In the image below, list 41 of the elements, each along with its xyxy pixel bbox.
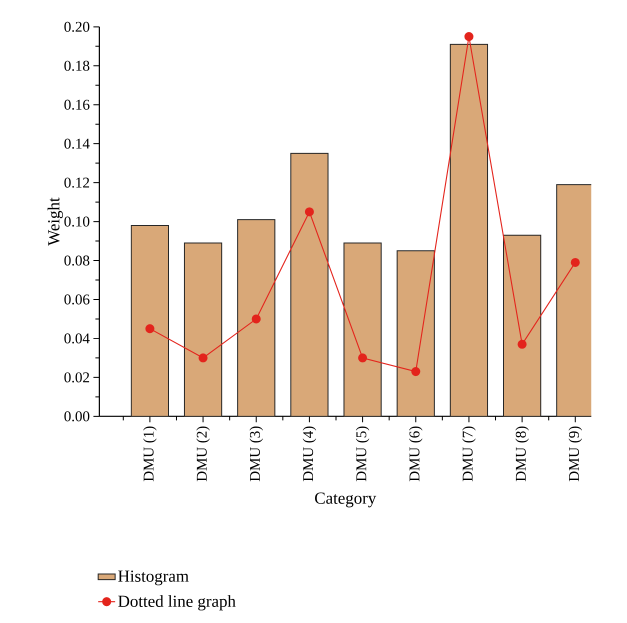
point [198, 353, 208, 362]
x-tick-label: DMU (7) [462, 426, 476, 482]
bar [184, 242, 222, 416]
x-tick-label: DMU (1) [143, 426, 157, 482]
point [464, 32, 474, 42]
legend-label: Dotted line graph [118, 595, 236, 610]
x-tick-label: DMU (6) [409, 426, 423, 482]
x-tick-label: DMU (4) [302, 426, 316, 482]
legend-label: Histogram [118, 570, 189, 586]
bar [396, 250, 435, 416]
bar [343, 242, 382, 416]
y-tick-label: 0.12 [64, 178, 90, 188]
y-tick-label: 0.04 [64, 333, 90, 344]
x-axis-title: Category [315, 492, 376, 508]
y-tick-label: 0.14 [64, 138, 90, 149]
bar [130, 224, 169, 416]
x-tick-label: DMU (3) [249, 426, 263, 482]
point [358, 353, 368, 362]
x-tick-label: DMU (2) [196, 426, 210, 482]
y-tick-label: 0.18 [64, 60, 90, 71]
bar [290, 152, 329, 416]
y-tick-label: 0.10 [64, 216, 90, 227]
point [411, 367, 420, 376]
point [145, 324, 154, 334]
bar [450, 44, 488, 416]
point [304, 207, 314, 216]
x-tick-label: DMU (9) [568, 426, 582, 482]
y-tick-label: 0.08 [64, 255, 90, 266]
bar [503, 234, 542, 416]
y-tick-label: 0.20 [64, 22, 90, 32]
point [518, 340, 527, 349]
point [570, 258, 580, 268]
y-tick-label: 0.06 [64, 294, 90, 305]
y-tick-label: 0.00 [64, 411, 90, 422]
y-tick-label: 0.16 [64, 100, 90, 110]
bar [237, 219, 276, 416]
x-tick-label: DMU (5) [356, 426, 370, 482]
x-tick-label: DMU (8) [515, 426, 529, 482]
y-axis-title: Weight [48, 197, 63, 246]
y-tick-label: 0.02 [64, 372, 90, 382]
point [252, 314, 261, 324]
